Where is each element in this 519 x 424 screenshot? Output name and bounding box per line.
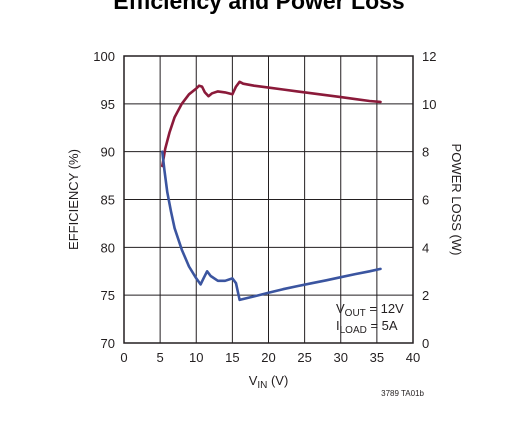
x-tick-label: 5 bbox=[157, 350, 164, 365]
figure-code: 3789 TA01b bbox=[381, 389, 424, 398]
chart-title: Efficiency and Power Loss bbox=[113, 0, 404, 14]
y-left-tick-label: 85 bbox=[101, 193, 115, 208]
y-right-tick-label: 2 bbox=[422, 288, 429, 303]
x-tick-label: 30 bbox=[334, 350, 348, 365]
y-right-tick-label: 0 bbox=[422, 336, 429, 351]
y-right-tick-label: 10 bbox=[422, 97, 436, 112]
y-axis-label-right: POWER LOSS (W) bbox=[449, 144, 464, 256]
y-left-tick-label: 75 bbox=[101, 288, 115, 303]
y-left-tick-label: 90 bbox=[101, 145, 115, 160]
x-tick-label: 20 bbox=[261, 350, 275, 365]
plot-frame bbox=[123, 55, 414, 344]
y-right-tick-label: 4 bbox=[422, 240, 429, 255]
x-tick-label: 35 bbox=[370, 350, 384, 365]
y-right-tick-label: 6 bbox=[422, 193, 429, 208]
y-right-tick-label: 8 bbox=[422, 145, 429, 160]
y-left-tick-label: 100 bbox=[93, 49, 115, 64]
y-left-tick-label: 80 bbox=[101, 240, 115, 255]
annotation-iload: ILOAD = 5A bbox=[336, 318, 398, 336]
power-loss-line bbox=[161, 150, 382, 302]
y-axis-label-left: EFFICIENCY (%) bbox=[66, 149, 81, 250]
y-left-tick-label: 95 bbox=[101, 97, 115, 112]
x-tick-label: 25 bbox=[297, 350, 311, 365]
tick-labels: 0 5 10 15 20 25 30 35 40 70 75 80 85 90 95 100 0 2 4 6 8 10 12 bbox=[93, 49, 436, 365]
x-tick-label: 15 bbox=[225, 350, 239, 365]
annotation-vout: VOUT = 12V bbox=[336, 301, 404, 319]
x-tick-label: 0 bbox=[120, 350, 127, 365]
series-layer bbox=[161, 80, 382, 302]
grid bbox=[124, 56, 413, 343]
x-axis-label: VIN (V) bbox=[249, 373, 289, 391]
y-right-tick-label: 12 bbox=[422, 49, 436, 64]
x-tick-label: 40 bbox=[406, 350, 420, 365]
efficiency-line bbox=[161, 80, 382, 168]
x-tick-label: 10 bbox=[189, 350, 203, 365]
y-left-tick-label: 70 bbox=[101, 336, 115, 351]
